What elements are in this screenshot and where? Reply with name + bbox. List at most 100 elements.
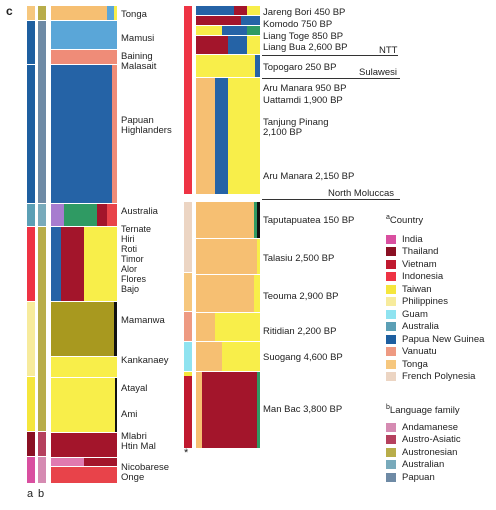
legend-country-swatch (386, 247, 396, 257)
ancient-label-teouma: Teouma 2,900 BP (263, 291, 339, 302)
ancient-admixture-block-component (254, 55, 260, 77)
legend-country: aCountry India Thailand Vietnam Indonesia Ta… (386, 214, 484, 383)
ancient-admixture-block-component (215, 313, 260, 341)
region-divider-sulawesi (262, 78, 400, 79)
legend-country-item: Taiwan (386, 283, 484, 296)
country-strip-segment (27, 302, 35, 376)
legend-language-label: Andamanese (402, 421, 458, 433)
modern-label-papuan: Papuan Highlanders (121, 115, 172, 136)
ancient-admixture-block-component (228, 36, 248, 54)
legend-country-label: Vietnam (402, 258, 437, 270)
legend-language-item: Australian (386, 459, 461, 472)
language-strip-segment (38, 6, 46, 20)
modern-admixture-block (51, 467, 117, 483)
legend-language-swatch (386, 435, 396, 445)
legend-language-label: Australian (402, 459, 445, 471)
ancient-admixture-block (196, 239, 260, 274)
legend-country-swatch (386, 234, 396, 244)
ancient-label-komodo: Komodo 750 BP (263, 19, 333, 30)
legend-language-label: Austronesian (402, 446, 458, 458)
ancient-admixture-block-component (196, 55, 255, 77)
modern-label-island-group: Ternate Hiri Roti Timor Alor Flores Bajo (121, 224, 152, 294)
legend-country-label: Taiwan (402, 283, 432, 295)
modern-admixture-block-component (51, 204, 65, 226)
ancient-admixture-block-component (228, 78, 260, 194)
modern-admixture-block-component (97, 204, 108, 226)
legend-country-label: Australia (402, 321, 439, 333)
asterisk-marker: * (184, 447, 189, 459)
country-strip-segment (27, 457, 35, 483)
legend-country-swatch (386, 372, 396, 382)
legend-country-swatch (386, 297, 396, 307)
ancient-admixture-block (196, 313, 260, 341)
ancient-admixture-block-component (196, 239, 257, 274)
legend-country-label: French Polynesia (402, 371, 476, 383)
modern-label-mamusi: Mamusi (121, 33, 155, 44)
legend-country-label: Papua New Guinea (402, 333, 485, 345)
modern-admixture-block-component (51, 378, 116, 432)
ancient-admixture-block (196, 26, 260, 35)
legend-country-item: Philippines (386, 296, 484, 309)
modern-admixture-block (51, 458, 117, 466)
ancient-admixture-block-component (196, 313, 216, 341)
language-strip-segment (38, 457, 46, 483)
legend-language-item: Andamanese (386, 421, 461, 434)
modern-admixture-block-component (113, 302, 117, 356)
legend-language-item: Austronesian (386, 446, 461, 459)
modern-label-atayal: Atayal (121, 383, 148, 394)
modern-admixture-plot (51, 6, 118, 483)
country-strip-segment (27, 227, 35, 301)
ancient-strip-segment (184, 273, 192, 311)
legend-country-label: Tonga (402, 358, 428, 370)
modern-admixture-block-component (64, 204, 98, 226)
modern-admixture-block (51, 227, 117, 301)
legend-country-item: India (386, 233, 484, 246)
legend-country-swatch (386, 272, 396, 282)
ancient-admixture-block-component (196, 372, 203, 448)
ancient-admixture-block-component (196, 202, 254, 238)
legend-country-label: Indonesia (402, 271, 444, 283)
ancient-label-jareng-bori: Jareng Bori 450 BP (263, 7, 346, 18)
ancient-admixture-block-component (196, 342, 222, 371)
modern-admixture-block (51, 433, 117, 457)
ancient-admixture-block-component (256, 202, 260, 238)
modern-admixture-block (51, 50, 117, 64)
ancient-label-liang-bua: Liang Bua 2,600 BP (263, 42, 348, 53)
legend-country-item: Thailand (386, 246, 484, 259)
ancient-admixture-block (196, 16, 260, 25)
legend-language-swatch (386, 422, 396, 432)
ancient-admixture-block-component (247, 26, 260, 35)
legend-country-item: Australia (386, 321, 484, 334)
legend-country-label: Thailand (402, 246, 439, 258)
legend-language-swatch (386, 472, 396, 482)
country-strip-segment (27, 204, 35, 226)
language-strip-segment (38, 21, 46, 203)
legend-language-item: Papuan (386, 471, 461, 484)
axis-label-b: b (38, 488, 45, 500)
legend-language-label: Papuan (402, 471, 435, 483)
ancient-label-taputapuatea: Taputapuatea 150 BP (263, 215, 355, 226)
region-divider-ntt (262, 55, 398, 56)
modern-admixture-block-component (51, 50, 117, 64)
legend-language-title: bLanguage family (386, 404, 460, 417)
legend-country-swatch (386, 259, 396, 269)
ancient-label-topogaro: Topogaro 250 BP (263, 62, 337, 73)
ancient-admixture-block-component (196, 78, 216, 194)
ancient-label-ritidian: Ritidian 2,200 BP (263, 326, 337, 337)
modern-admixture-block-component (51, 302, 114, 356)
panel-label: c (6, 4, 13, 18)
ancient-admixture-block-component (196, 6, 235, 15)
ancient-admixture-block-component (247, 36, 260, 54)
modern-admixture-block (51, 204, 118, 226)
ancient-admixture-block-component (253, 275, 260, 312)
legend-language-item: Austro-Asiatic (386, 434, 461, 447)
legend-country-title: aCountry (386, 214, 424, 227)
ancient-admixture-block (196, 6, 260, 15)
modern-admixture-block-component (84, 227, 117, 301)
legend-country-label: Vanuatu (402, 346, 437, 358)
country-strip-segment (27, 432, 35, 456)
ancient-admixture-block (196, 78, 260, 194)
modern-admixture-block-component (107, 6, 114, 20)
modern-admixture-block-component (51, 65, 113, 203)
ancient-admixture-block-component (256, 372, 261, 448)
